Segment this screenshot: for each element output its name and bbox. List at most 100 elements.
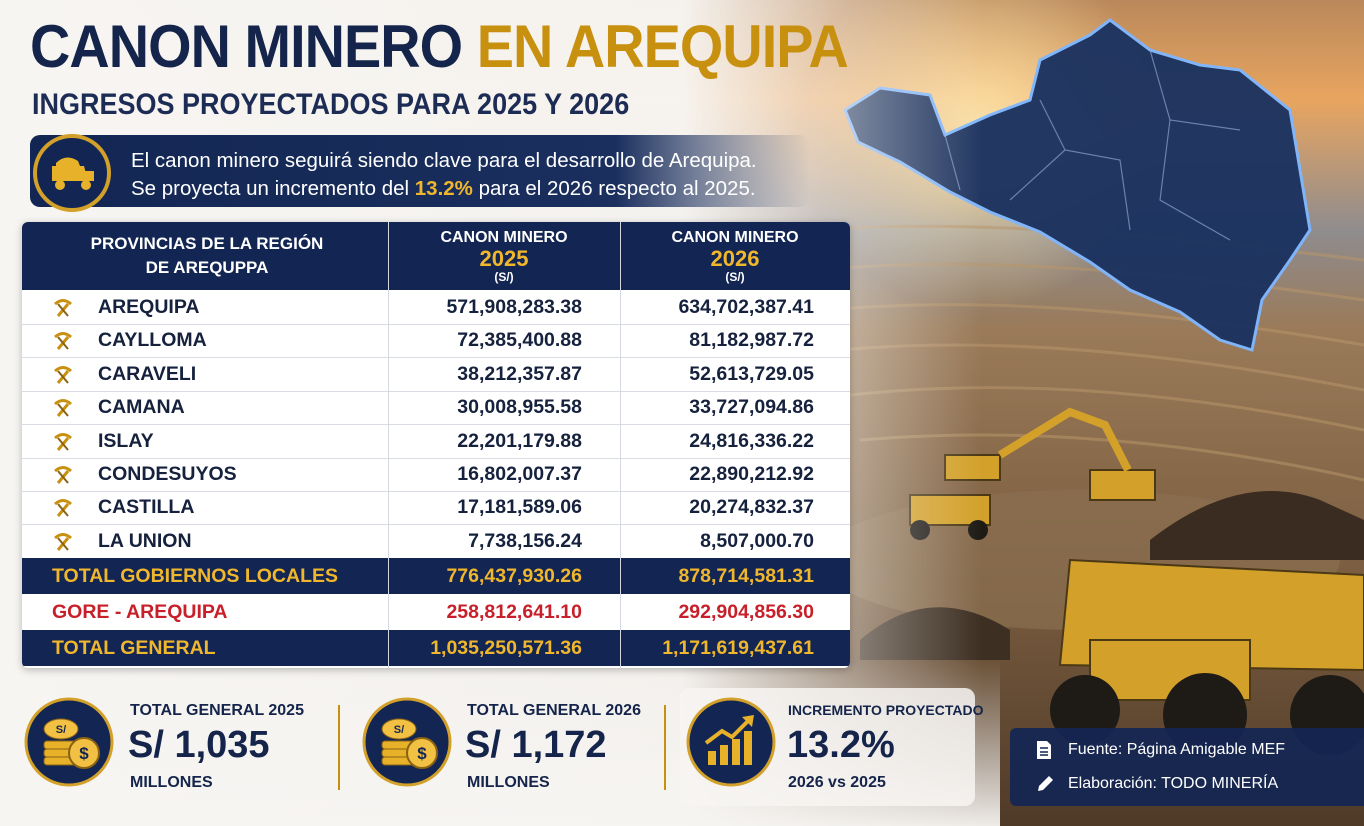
table-row: CASTILLA 17,181,589.06 20,274,832.37: [22, 491, 850, 526]
card-value: S/ 1,172: [465, 724, 607, 766]
total-row: TOTAL GENERAL 1,035,250,571.36 1,171,619,4…: [22, 630, 850, 667]
canon-2026: 81,182,987.72: [689, 329, 814, 352]
source-box: Fuente: Página Amigable MEF Elaboración:…: [1010, 728, 1364, 806]
pickaxe-icon: [54, 432, 72, 451]
total-2026: 1,171,619,437.61: [662, 637, 814, 660]
column-header-year: 2025: [479, 246, 529, 271]
card-note: MILLONES: [467, 774, 550, 791]
source-text: Elaboración: TODO MINERÍA: [1068, 775, 1279, 792]
total-2025: 258,812,641.10: [446, 601, 582, 624]
total-row: GORE - AREQUIPA 258,812,641.10 292,904,856…: [22, 594, 850, 631]
card-label: INCREMENTO PROYECTADO: [788, 702, 984, 718]
intro-text-part: para el 2026 respecto al 2025.: [478, 177, 756, 200]
table-row: LA UNION 7,738,156.24 8,507,000.70: [22, 525, 850, 559]
intro-text-part: Se proyecta un incremento del: [131, 177, 410, 200]
province-name: AREQUIPA: [98, 296, 200, 318]
card-label: TOTAL GENERAL 2025: [130, 702, 304, 719]
canon-2025: 72,385,400.88: [457, 329, 582, 352]
column-header-label: CANON MINERO: [440, 229, 568, 246]
province-name: CARAVELI: [98, 362, 197, 385]
table-row: CARAVELI 38,212,357.87 52,613,729.05: [22, 358, 850, 392]
document-icon: [1037, 741, 1051, 759]
canon-2026: 33,727,094.86: [689, 396, 814, 419]
card-label: TOTAL GENERAL 2026: [467, 702, 641, 719]
canon-2026: 22,890,212.92: [689, 463, 814, 485]
pickaxe-icon: [54, 365, 72, 384]
total-2025: 776,437,930.26: [446, 565, 582, 588]
coins-icon: S/ $: [24, 697, 114, 787]
card-note: MILLONES: [130, 774, 213, 791]
total-label: TOTAL GOBIERNOS LOCALES: [52, 565, 339, 588]
growth-icon: [686, 697, 776, 787]
intro-banner: [30, 135, 810, 207]
subtitle: INGRESOS PROYECTADOS PARA 2025 Y 2026: [32, 88, 630, 121]
canon-2026: 20,274,832.37: [689, 496, 814, 519]
pickaxe-icon: [54, 532, 72, 551]
column-header-unit: (S/): [725, 270, 745, 284]
title-main: CANON MINERO: [30, 13, 463, 80]
pickaxe-icon: [54, 399, 72, 418]
source-text: Fuente: Página Amigable MEF: [1068, 741, 1286, 758]
province-name: CAMANA: [98, 396, 185, 419]
column-header-label: CANON MINERO: [671, 229, 799, 246]
icon-text: S/: [56, 724, 66, 736]
column-header-line: PROVINCIAS DE LA REGIÓN: [90, 234, 324, 253]
canon-2026: 8,507,000.70: [700, 529, 814, 552]
card-value: S/ 1,035: [128, 724, 270, 766]
canon-2025: 571,908,283.38: [446, 296, 582, 318]
column-header-year: 2026: [710, 246, 760, 271]
intro-line: Se proyecta un incremento del 13.2% para…: [131, 175, 757, 203]
total-row: TOTAL GOBIERNOS LOCALES 776,437,930.26 878…: [22, 558, 850, 595]
province-name: CAYLLOMA: [98, 329, 207, 352]
province-name: CONDESUYOS: [98, 463, 237, 485]
truck-icon: [33, 134, 111, 212]
intro-line: El canon minero seguirá siendo clave par…: [131, 149, 757, 172]
total-2025: 1,035,250,571.36: [430, 637, 582, 660]
table-row: CAYLLOMA 72,385,400.88 81,182,987.72: [22, 324, 850, 359]
column-header: PROVINCIAS DE LA REGIÓN DE AREQUPPA: [62, 222, 352, 290]
table-row: AREQUIPA 571,908,283.38 634,702,387.41: [22, 291, 850, 325]
column-divider: [620, 222, 621, 668]
intro-highlight: 13.2%: [414, 177, 473, 200]
intro-text: El canon minero seguirá siendo clave par…: [131, 147, 757, 203]
pickaxe-icon: [54, 332, 72, 351]
table-header: PROVINCIAS DE LA REGIÓN DE AREQUPPA CANO…: [22, 222, 850, 290]
total-label: GORE - AREQUIPA: [52, 601, 228, 624]
card-value: 13.2%: [787, 724, 895, 766]
pickaxe-icon: [54, 299, 72, 317]
canon-2025: 7,738,156.24: [468, 529, 582, 552]
column-header: CANON MINERO 2025 (S/): [388, 222, 620, 290]
total-2026: 878,714,581.31: [678, 565, 814, 588]
canon-2025: 17,181,589.06: [457, 496, 582, 519]
pencil-icon: [1038, 776, 1053, 791]
pickaxe-icon: [54, 499, 72, 518]
column-header-line: DE AREQUPPA: [145, 258, 269, 277]
canon-2025: 22,201,179.88: [457, 429, 582, 452]
coins-icon: S/ $: [362, 697, 452, 787]
canon-2025: 30,008,955.58: [457, 396, 582, 419]
column-header: CANON MINERO 2026 (S/): [620, 222, 850, 290]
total-2026: 292,904,856.30: [678, 601, 814, 624]
canon-2026: 24,816,336.22: [689, 429, 814, 452]
table-row: CAMANA 30,008,955.58 33,727,094.86: [22, 391, 850, 426]
column-header-unit: (S/): [494, 270, 514, 284]
title: CANON MINERO EN AREQUIPA: [30, 12, 849, 81]
card-note: 2026 vs 2025: [788, 774, 886, 791]
card-divider: [338, 705, 340, 790]
canon-2026: 634,702,387.41: [678, 296, 814, 318]
canon-2025: 16,802,007.37: [457, 463, 582, 485]
canon-2026: 52,613,729.05: [689, 362, 814, 385]
canon-2025: 38,212,357.87: [457, 362, 582, 385]
title-accent: EN AREQUIPA: [476, 13, 849, 80]
icon-text: $: [79, 744, 89, 763]
province-name: ISLAY: [98, 429, 154, 452]
province-name: CASTILLA: [98, 496, 195, 519]
pickaxe-icon: [54, 466, 72, 484]
card-divider: [664, 705, 666, 790]
table-row: ISLAY 22,201,179.88 24,816,336.22: [22, 425, 850, 459]
column-divider: [388, 222, 389, 668]
table-row: CONDESUYOS 16,802,007.37 22,890,212.92: [22, 458, 850, 492]
icon-text: $: [417, 744, 427, 763]
total-label: TOTAL GENERAL: [52, 637, 216, 660]
